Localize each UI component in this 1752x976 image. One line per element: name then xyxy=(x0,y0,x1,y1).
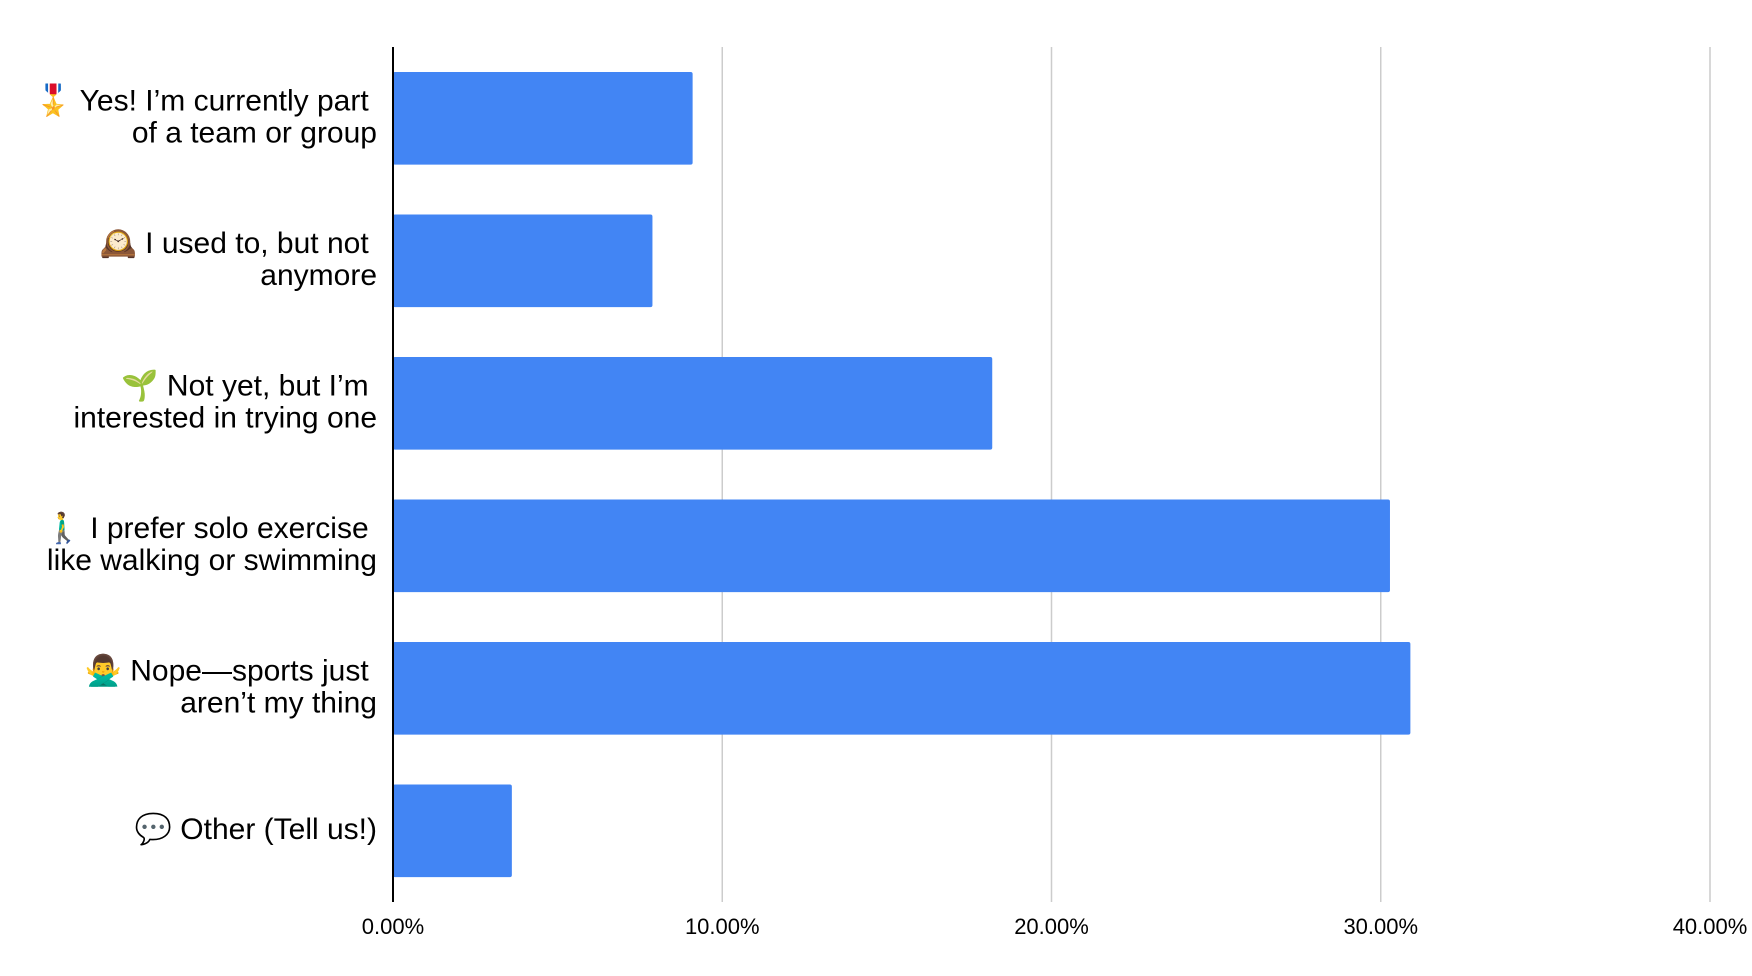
bar xyxy=(393,214,653,308)
x-tick-label: 20.00% xyxy=(1014,914,1089,939)
x-tick-label: 40.00% xyxy=(1673,914,1748,939)
label-line: anymore xyxy=(260,259,377,292)
y-tick-label: 🚶‍♂️ I prefer solo exercise like walking… xyxy=(45,510,377,577)
label-line: interested in trying one xyxy=(73,401,377,434)
y-tick-label: 🕰️ I used to, but not anymore xyxy=(99,227,377,292)
label-line: 🚶‍♂️ I prefer solo exercise xyxy=(45,510,377,545)
label-line: aren’t my thing xyxy=(180,686,377,719)
label-line: of a team or group xyxy=(132,116,377,149)
bar xyxy=(393,499,1390,593)
label-line: 💬 Other (Tell us!) xyxy=(135,811,377,846)
grid xyxy=(392,47,1711,902)
label-line: 🙅‍♂️ Nope—sports just xyxy=(85,652,377,687)
y-tick-label: 🌱 Not yet, but I’m interested in trying … xyxy=(73,368,377,434)
bar xyxy=(393,784,512,878)
x-tick-label: 30.00% xyxy=(1343,914,1418,939)
label-line: 🎖️ Yes! I’m currently part xyxy=(35,82,377,117)
bar xyxy=(393,641,1411,735)
y-tick-label: 🙅‍♂️ Nope—sports just aren’t my thing xyxy=(85,652,377,719)
bar xyxy=(393,356,993,450)
x-tick-label: 10.00% xyxy=(685,914,760,939)
label-line: 🌱 Not yet, but I’m xyxy=(121,368,377,402)
x-tick-label: 0.00% xyxy=(362,914,424,939)
y-tick-label: 🎖️ Yes! I’m currently part of a team or … xyxy=(35,82,377,149)
label-line: like walking or swimming xyxy=(47,544,377,577)
bar xyxy=(393,71,693,165)
label-line: 🕰️ I used to, but not xyxy=(99,227,377,260)
y-tick-label: 💬 Other (Tell us!) xyxy=(135,811,377,846)
